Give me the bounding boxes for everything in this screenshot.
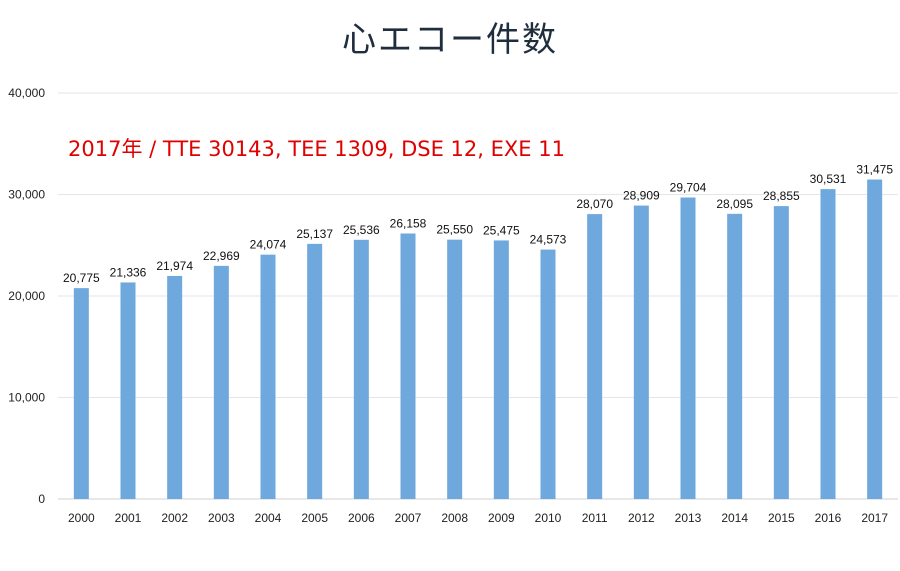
y-axis: 0 10,000 20,000 30,000 40,000 [8,86,45,506]
x-tick-label-2001: 2001 [115,511,142,525]
bar-2014 [727,213,743,499]
bar-2008 [447,239,463,500]
bar-2001 [120,282,136,499]
bar-2016 [820,189,836,499]
x-tick-label-2000: 2000 [68,511,95,525]
bar-2003 [213,265,229,499]
x-tick-label-2005: 2005 [301,511,328,525]
x-tick-label-2011: 2011 [582,511,608,525]
data-label-2002: 21,974 [156,259,193,273]
x-tick-label-2007: 2007 [395,511,422,525]
data-label-2012: 28,909 [623,189,660,203]
data-label-2000: 20,775 [63,271,100,285]
x-tick-label-2009: 2009 [488,511,515,525]
x-tick-label-2004: 2004 [255,511,282,525]
data-label-2014: 28,095 [716,197,753,211]
y-tick-label: 20,000 [8,289,45,303]
bar-2011 [587,214,603,500]
data-label-2010: 24,573 [530,233,567,247]
x-tick-label-2017: 2017 [861,511,888,525]
x-tick-label-2006: 2006 [348,511,375,525]
x-tick-label-2012: 2012 [628,511,655,525]
data-label-2011: 28,070 [576,197,613,211]
bar-2005 [307,243,323,499]
data-label-2007: 26,158 [390,216,427,230]
bar-2000 [73,288,89,499]
chart-title: 心エコー件数 [342,20,558,60]
data-label-2017: 31,475 [856,163,893,177]
x-tick-label-2008: 2008 [441,511,468,525]
gridlines [58,92,898,500]
x-tick-label-2002: 2002 [161,511,188,525]
data-label-2016: 30,531 [810,172,847,186]
x-axis: 2000 2001 2002 2003 2004 2005 2006 2007 2008 2009… [68,511,888,525]
bar-2006 [353,239,369,499]
data-label-2008: 25,550 [436,223,473,237]
y-tick-label: 0 [38,492,45,506]
data-label-2003: 22,969 [203,249,240,263]
data-labels: 20,775 21,336 21,974 22,969 24,074 25,137 25,5… [63,163,893,286]
x-tick-label-2003: 2003 [208,511,235,525]
bars [73,179,883,500]
bar-2002 [167,275,183,499]
y-tick-label: 40,000 [8,86,45,100]
x-tick-label-2010: 2010 [535,511,562,525]
y-tick-label: 10,000 [8,391,45,405]
x-tick-label-2015: 2015 [768,511,795,525]
bar-2015 [773,206,789,499]
data-label-2013: 29,704 [670,181,707,195]
y-tick-label: 30,000 [8,188,45,202]
bar-2009 [493,240,509,499]
x-tick-label-2016: 2016 [815,511,842,525]
bar-2010 [540,249,556,499]
bar-2007 [400,233,416,499]
data-label-2015: 28,855 [763,189,800,203]
data-label-2006: 25,536 [343,223,380,237]
chart-annotation: 2017年 / TTE 30143, TEE 1309, DSE 12, EXE… [68,137,565,161]
bar-2012 [633,205,649,499]
x-tick-label-2013: 2013 [675,511,702,525]
data-label-2004: 24,074 [250,238,287,252]
bar-2013 [680,197,696,499]
bar-2004 [260,254,276,499]
bar-2017 [867,179,883,499]
data-label-2005: 25,137 [296,227,333,241]
x-tick-label-2014: 2014 [721,511,748,525]
data-label-2001: 21,336 [110,265,147,279]
data-label-2009: 25,475 [483,223,520,237]
